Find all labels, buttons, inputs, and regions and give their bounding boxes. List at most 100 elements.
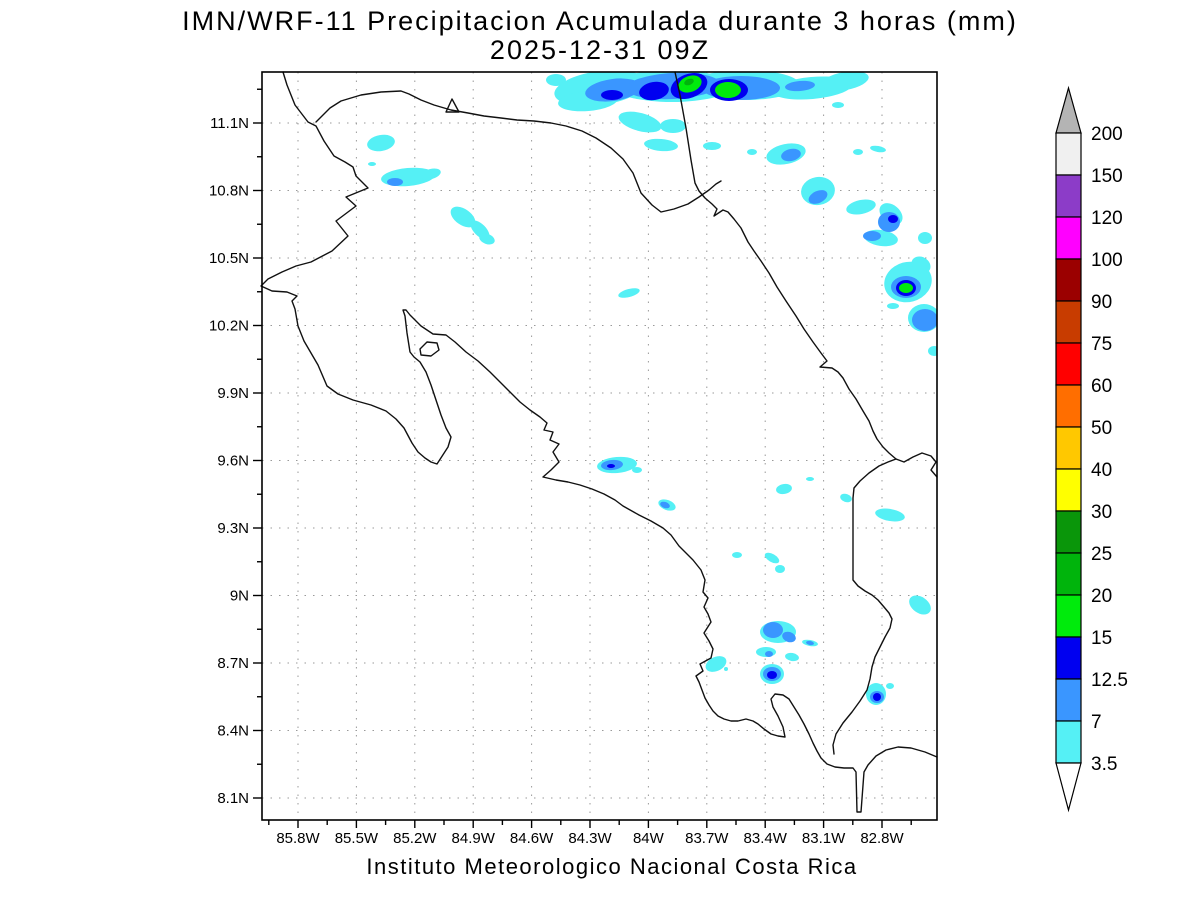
colorbar-level-label: 150 [1091,166,1123,187]
precip-patch-3.5mm [928,346,937,356]
colorbar-level-label: 20 [1091,586,1112,607]
precip-patch-3.5mm [618,111,662,133]
precip-patch-3.5mm [840,493,852,503]
precip-patch-7mm [763,622,783,638]
lon-tick-label: 83.7W [685,830,729,847]
colorbar-level-label: 200 [1091,124,1123,145]
pacific-coastline [260,71,938,813]
lon-tick-label: 82.8W [860,830,904,847]
colorbar-band [1055,384,1082,428]
precip-patch-3.5mm [724,667,728,671]
precip-patch-12.5mm [639,81,669,101]
lat-tick-label: 9.9N [217,385,249,402]
lon-tick-label: 84W [633,830,665,847]
colorbar-level-label: 15 [1091,628,1112,649]
footer-credit: Instituto Meteorologico Nacional Costa R… [366,854,857,879]
precip-patch-12.5mm [767,671,777,679]
colorbar-band [1055,216,1082,260]
precip-patch-7mm [765,651,773,657]
precip-patch-3.5mm [909,595,931,615]
lat-tick-label: 8.4N [217,723,249,740]
precip-patch-7mm [785,80,815,92]
coastline-layer [260,71,938,813]
chira-island-outline [419,341,440,357]
lon-tick-label: 85.8W [276,830,320,847]
precip-patch-12.5mm [873,693,881,701]
lat-tick-label: 9.6N [217,453,249,470]
colorbar-band [1055,720,1082,764]
precip-patch-3.5mm [764,552,780,564]
colorbar-level-label: 50 [1091,418,1112,439]
colorbar-level-label: 7 [1091,712,1102,733]
colorbar-band [1055,300,1082,344]
colorbar-level-label: 12.5 [1091,670,1128,691]
map-frame [261,71,938,821]
precip-patch-12.5mm [888,215,898,223]
lat-tick-label: 10.5N [209,250,249,267]
nicaragua-border [315,90,722,213]
colorbar-level-label: 30 [1091,502,1112,523]
colorbar-band [1055,594,1082,638]
lat-tick-label: 10.8N [209,183,249,200]
precip-patch-3.5mm [918,232,932,244]
precip-patch-3.5mm [479,233,495,245]
lat-tick-label: 8.7N [217,655,249,672]
precip-patch-3.5mm [832,102,844,108]
lake-island-triangle [445,98,460,113]
lon-tick-label: 83.1W [802,830,846,847]
lat-tick-label: 8.1N [217,790,249,807]
colorbar-level-label: 25 [1091,544,1112,565]
precip-patch-7mm [781,148,801,162]
lat-tick-label: 9N [230,588,249,605]
precip-patch-3.5mm [806,477,814,481]
precip-patch-3.5mm [450,206,476,228]
precip-patch-3.5mm [546,74,566,86]
precip-patch-15mm [899,283,913,293]
figure-title: IMN/WRF-11 Precipitacion Acumulada duran… [182,6,1018,36]
precip-patch-3.5mm [747,149,757,155]
figure-subtitle: 2025-12-31 09Z [490,35,710,65]
precip-patch-3.5mm [875,508,905,522]
precip-patch-12.5mm [601,90,623,100]
colorbar-band [1055,468,1082,512]
colorbar-band [1055,258,1082,302]
precip-patch-3.5mm [705,656,727,672]
colorbar-band [1055,342,1082,386]
colorbar-band [1055,132,1082,176]
precip-patch-3.5mm [732,552,742,558]
precip-patch-7mm [878,212,900,232]
colorbar-band [1055,510,1082,554]
lon-tick-label: 83.4W [744,830,788,847]
colorbar-band [1055,636,1082,680]
precip-patch-3.5mm [776,483,792,495]
colorbar-band [1055,552,1082,596]
axis-ticks-and-labels: 85.8W 85.5W 85.2W 84.9W 84.6W 84.3W 84W 83.7W 83… [209,88,912,847]
precip-patch-3.5mm [887,303,899,309]
precip-patch-3.5mm [703,142,721,150]
precip-patch-3.5mm [367,134,395,152]
colorbar-level-label: 100 [1091,250,1123,271]
colorbar-band [1055,174,1082,218]
precip-patch-7mm [863,231,881,241]
lon-tick-label: 85.2W [393,830,437,847]
lon-tick-label: 84.3W [568,830,612,847]
precip-patch-7mm [808,190,828,204]
precip-patch-3.5mm [618,288,640,298]
colorbar-band [1055,426,1082,470]
colorbar: 200 150 120 100 90 75 60 50 40 30 25 20 15 12.5 7 3.5 [1055,85,1128,813]
precip-patch-7mm [585,78,641,102]
precip-patch-3.5mm [785,652,799,662]
precip-patch-7mm [782,631,796,643]
colorbar-level-label: 40 [1091,460,1112,481]
colorbar-top-arrow [1055,85,1082,134]
precip-patch-7mm [912,309,937,331]
lat-tick-label: 9.3N [217,520,249,537]
precip-patch-20mm [684,78,694,86]
panama-border [832,458,897,755]
caribbean-coastline [674,71,938,478]
precipitation-shading-layer [367,72,937,705]
colorbar-level-label: 120 [1091,208,1123,229]
lat-tick-label: 10.2N [209,318,249,335]
